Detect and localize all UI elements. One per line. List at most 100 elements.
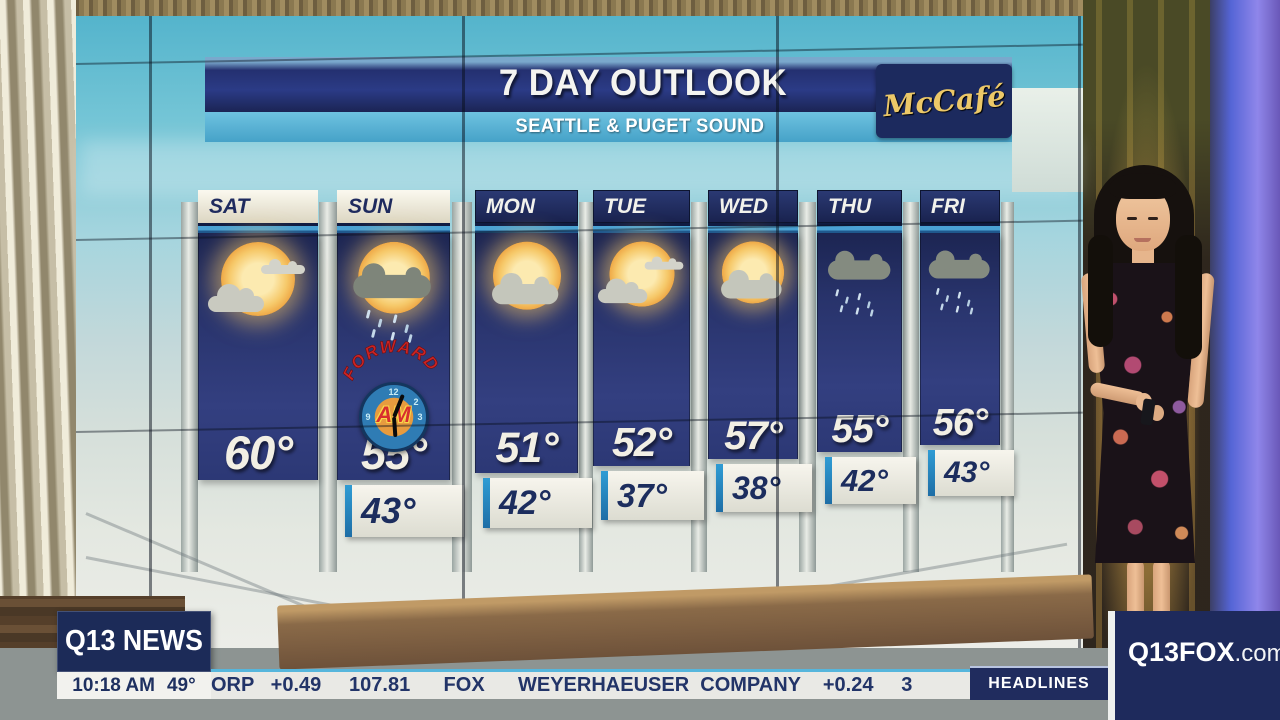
sponsor-logo-text: McCafé (881, 78, 1007, 124)
clock-hour-hand (391, 416, 397, 438)
high-temperature: 51° (495, 424, 558, 472)
set-pillar (903, 202, 919, 572)
station-logo: Q13 NEWS (57, 611, 211, 672)
low-card-accent-bar (928, 450, 935, 496)
low-temperature-card: 42° (825, 457, 916, 504)
forecast-column-tue: TUE 52° 37° (593, 190, 704, 520)
studio-light-column (1210, 0, 1280, 720)
high-temperature: 56° (932, 402, 988, 444)
forecast-column-mon: MON 51° 42° (475, 190, 592, 528)
forecast-column-fri: FRI 56° 43° (920, 190, 1014, 496)
low-temperature-card: 43° (928, 450, 1014, 496)
low-temperature-card: 42° (483, 478, 592, 528)
forecast-panel: 51° (475, 233, 578, 473)
rain-sun-icon (343, 238, 444, 331)
presenter-hair-fringe (1110, 173, 1176, 199)
set-pillar (319, 202, 337, 572)
low-card-accent-bar (716, 464, 723, 512)
partly-sunny-icon (709, 238, 796, 319)
presenter-neck (1132, 247, 1154, 267)
day-label: MON (475, 190, 578, 223)
station-website-panel: Q13FOX.com (1115, 611, 1280, 720)
page-title: 7 DAY OUTLOOK (498, 62, 788, 103)
clock-number: 3 (417, 412, 423, 422)
stock-ticker: ORP +0.49 107.81 FOX WEYERHAEUSER COMPAN… (211, 669, 970, 699)
rain-icon (919, 238, 1000, 313)
low-temperature: 43° (361, 490, 416, 531)
video-wall-seam (462, 16, 465, 662)
low-card-accent-bar (483, 478, 490, 528)
set-pillar (181, 202, 198, 572)
label-stripe (708, 223, 798, 233)
headlines-tab: HEADLINES (970, 666, 1108, 700)
small-cloud-icon (261, 259, 305, 274)
forecast-column-thu: THU 55° 42° (817, 190, 916, 504)
presenter-mouth (1134, 238, 1151, 242)
low-card-accent-bar (601, 471, 608, 520)
forecast-panel: FORWARD 12 2 3 9 AM 55° (337, 233, 450, 480)
low-temperature: 43° (944, 456, 990, 489)
video-wall-seam (776, 16, 779, 662)
low-temperature: 42° (499, 483, 551, 522)
low-temperature: 38° (732, 469, 781, 506)
subtitle: SEATTLE & PUGET SOUND (515, 116, 765, 137)
day-label: WED (708, 190, 798, 223)
low-card-accent-bar (825, 457, 832, 504)
forecast-panel: 56° (920, 233, 1000, 445)
day-label: SAT (198, 190, 318, 223)
station-logo-text: Q13 NEWS (65, 625, 203, 657)
cloud-icon (721, 269, 782, 299)
label-stripe (475, 223, 578, 233)
mostly-sunny-icon (206, 238, 310, 334)
header-side-panel (1012, 88, 1083, 192)
clock-number: 9 (365, 412, 371, 422)
lower-third-separator (1108, 611, 1115, 720)
forecast-panel: 57° (708, 233, 798, 459)
video-wall-seam (149, 16, 152, 662)
high-temperature: 52° (611, 419, 672, 465)
video-wall-seam (1078, 16, 1081, 662)
forecast-panel: 55° (817, 233, 902, 452)
label-stripe (198, 223, 318, 233)
day-label: THU (817, 190, 902, 223)
label-stripe (920, 223, 1000, 233)
cloud-icon (928, 250, 990, 279)
weather-presenter (1030, 165, 1240, 720)
low-temperature-card: 37° (601, 471, 704, 520)
cloud-icon (352, 263, 431, 299)
cloud-icon (597, 278, 647, 304)
low-temperature-card: 38° (716, 464, 812, 512)
high-temperature: 57° (724, 414, 783, 458)
low-card-accent-bar (345, 485, 352, 537)
presenter-hair (1175, 235, 1202, 359)
day-label: TUE (593, 190, 690, 223)
cloud-icon (827, 250, 890, 280)
label-stripe (817, 223, 902, 233)
day-label: SUN (337, 190, 450, 223)
low-temperature: 42° (841, 462, 888, 498)
label-stripe (593, 223, 690, 233)
high-temperature: 60° (223, 426, 293, 479)
cloud-icon (491, 272, 558, 305)
current-temperature: 49° (166, 674, 196, 696)
clock-number: 12 (388, 387, 399, 397)
rain-drops-icon (834, 289, 839, 297)
clock-icon: 12 2 3 9 AM (358, 382, 429, 452)
low-temperature-card: 43° (345, 485, 464, 537)
cloud-icon (208, 284, 264, 312)
website-name: Q13FOX (1128, 637, 1235, 667)
set-pillar (1001, 202, 1014, 572)
partly-sunny-icon (479, 238, 575, 326)
presenter-hair (1088, 235, 1113, 347)
label-stripe (337, 223, 450, 233)
studio-ceiling-curtain (0, 0, 1280, 16)
sponsor-logo: McCafé (876, 64, 1012, 138)
current-time: 10:18 AM (72, 674, 155, 696)
svg-text:FORWARD: FORWARD (342, 336, 443, 382)
presenter-eye (1127, 217, 1137, 220)
rain-drops-icon (935, 287, 940, 296)
low-temperature: 37° (617, 476, 667, 514)
clock-number: 2 (413, 397, 419, 407)
time-temperature-bug: 10:18 AM 49° (57, 672, 211, 699)
